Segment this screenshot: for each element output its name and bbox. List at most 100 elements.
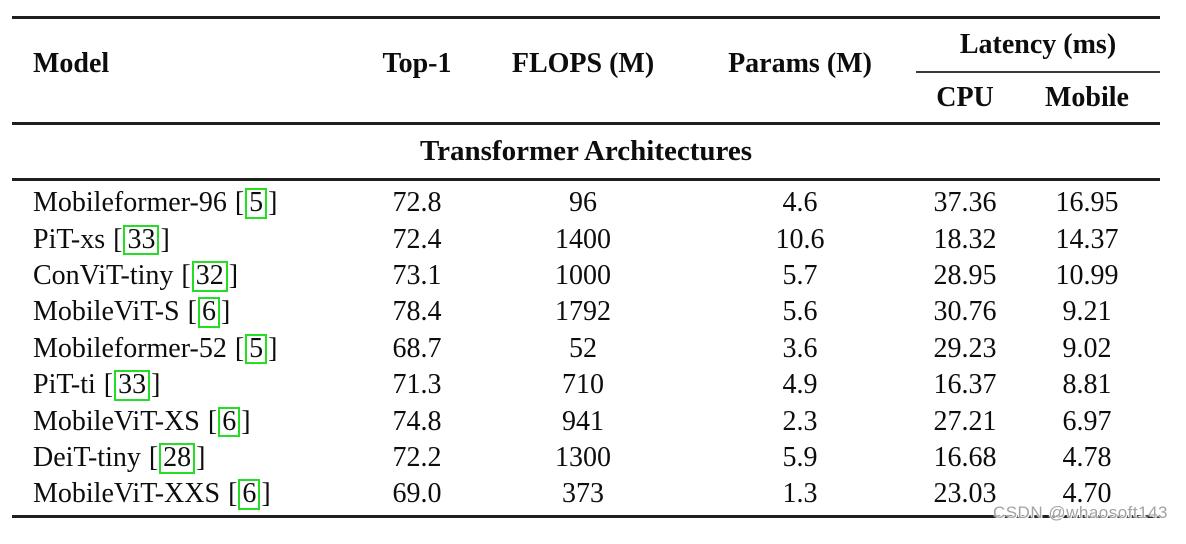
flops-value: 373 xyxy=(562,478,604,510)
mobile-latency-value: 9.02 xyxy=(1062,332,1112,364)
params-value: 3.6 xyxy=(782,332,818,364)
header-mobile: Mobile xyxy=(1045,81,1129,113)
latency-spanner-rule xyxy=(916,71,1160,73)
cpu-latency-value: 29.23 xyxy=(933,332,997,364)
table-row: MobileViT-XXS[6] 69.0 373 1.3 23.03 4.70 xyxy=(12,476,1160,512)
table-row: MobileViT-XS[6] 74.8 941 2.3 27.21 6.97 xyxy=(12,403,1160,439)
cpu-latency-value: 37.36 xyxy=(933,187,997,219)
top1-value: 72.2 xyxy=(392,441,442,473)
model-name: PiT-xs xyxy=(33,223,106,255)
bracket-open: [ xyxy=(113,223,123,255)
results-table: Model Top-1 FLOPS (M) Params (M) Latency… xyxy=(12,16,1160,518)
header-params: Params (M) xyxy=(728,48,872,79)
model-cell: ConViT-tiny[32] xyxy=(12,260,352,292)
header-top1: Top-1 xyxy=(382,48,452,79)
cpu-latency-value: 16.68 xyxy=(933,441,997,473)
bracket-close: ] xyxy=(261,478,271,510)
table-row: PiT-ti[33] 71.3 710 4.9 16.37 8.81 xyxy=(12,367,1160,403)
params-value: 5.9 xyxy=(782,441,818,473)
mobile-latency-value: 14.37 xyxy=(1055,223,1119,255)
flops-value: 1300 xyxy=(555,441,611,473)
bracket-close: ] xyxy=(160,223,170,255)
params-value: 10.6 xyxy=(775,223,825,255)
top1-value: 74.8 xyxy=(392,405,442,437)
bracket-close: ] xyxy=(228,259,239,291)
citation-link[interactable]: 6 xyxy=(197,297,220,328)
citation-link[interactable]: 33 xyxy=(114,370,151,401)
citation-link[interactable]: 33 xyxy=(123,224,160,256)
header-latency-group: Latency (ms) CPU Mobile xyxy=(916,19,1160,122)
model-name: MobileViT-S xyxy=(33,296,180,328)
header-bottom-rule xyxy=(12,122,1160,125)
bracket-close: ] xyxy=(241,405,251,437)
table-row: DeiT-tiny[28] 72.2 1300 5.9 16.68 4.78 xyxy=(12,440,1160,476)
model-name: Mobileformer-52 xyxy=(33,332,227,364)
params-value: 1.3 xyxy=(782,478,818,510)
flops-value: 96 xyxy=(569,187,597,219)
cpu-latency-value: 30.76 xyxy=(933,296,997,328)
top1-value: 71.3 xyxy=(392,369,442,401)
citation-link[interactable]: 5 xyxy=(245,333,268,365)
model-cell: MobileViT-S[6] xyxy=(12,296,352,328)
cpu-latency-value: 18.32 xyxy=(933,223,997,255)
flops-value: 52 xyxy=(569,332,597,364)
table-row: Mobileformer-96[5] 72.8 96 4.6 37.36 16.… xyxy=(12,185,1160,221)
mobile-latency-value: 16.95 xyxy=(1055,187,1119,219)
watermark-text: CSDN @whaosoft143 xyxy=(992,503,1168,522)
top1-value: 69.0 xyxy=(392,478,442,510)
model-cell: Mobileformer-52[5] xyxy=(12,333,352,365)
table-header-row: Model Top-1 FLOPS (M) Params (M) Latency… xyxy=(12,19,1160,122)
bracket-close: ] xyxy=(268,332,278,364)
model-cell: MobileViT-XS[6] xyxy=(12,406,352,438)
model-name: PiT-ti xyxy=(33,369,96,401)
flops-value: 1792 xyxy=(555,296,611,328)
citation-link[interactable]: 5 xyxy=(245,188,268,219)
citation-link[interactable]: 6 xyxy=(238,479,261,510)
model-name: MobileViT-XXS xyxy=(33,478,221,510)
model-name: MobileViT-XS xyxy=(33,405,200,437)
bracket-close: ] xyxy=(151,369,161,401)
bracket-open: [ xyxy=(148,441,159,473)
header-latency: Latency (ms) xyxy=(959,29,1117,60)
table-row: ConViT-tiny[32] 73.1 1000 5.7 28.95 10.9… xyxy=(12,258,1160,294)
table-row: PiT-xs[33] 72.4 1400 10.6 18.32 14.37 xyxy=(12,221,1160,257)
bracket-open: [ xyxy=(234,332,245,364)
bracket-close: ] xyxy=(268,187,278,219)
model-name: DeiT-tiny xyxy=(33,441,141,473)
flops-value: 710 xyxy=(562,369,604,401)
params-value: 2.3 xyxy=(782,405,818,437)
table-row: MobileViT-S[6] 78.4 1792 5.6 30.76 9.21 xyxy=(12,294,1160,330)
bracket-open: [ xyxy=(181,259,191,291)
section-bottom-rule xyxy=(12,178,1160,181)
bracket-open: [ xyxy=(228,478,238,510)
citation-link[interactable]: 6 xyxy=(218,406,241,438)
flops-value: 1000 xyxy=(555,259,611,291)
mobile-latency-value: 10.99 xyxy=(1055,259,1119,291)
section-title: Transformer Architectures xyxy=(419,135,753,167)
model-cell: PiT-xs[33] xyxy=(12,224,352,256)
cpu-latency-value: 27.21 xyxy=(933,405,997,437)
params-value: 5.7 xyxy=(782,259,818,291)
citation-link[interactable]: 32 xyxy=(191,260,228,292)
table-body: Mobileformer-96[5] 72.8 96 4.6 37.36 16.… xyxy=(12,181,1160,515)
bracket-close: ] xyxy=(220,296,231,328)
bracket-open: [ xyxy=(187,296,197,328)
flops-value: 1400 xyxy=(555,223,611,255)
bracket-open: [ xyxy=(103,369,114,401)
model-name: Mobileformer-96 xyxy=(33,187,227,219)
model-cell: DeiT-tiny[28] xyxy=(12,442,352,474)
top1-value: 72.4 xyxy=(392,223,442,255)
table-top-rule xyxy=(12,16,1160,19)
bracket-open: [ xyxy=(234,187,245,219)
top1-value: 72.8 xyxy=(392,187,442,219)
header-model: Model xyxy=(33,48,110,79)
model-cell: Mobileformer-96[5] xyxy=(12,187,352,219)
top1-value: 73.1 xyxy=(392,259,442,291)
cpu-latency-value: 16.37 xyxy=(933,369,997,401)
params-value: 4.6 xyxy=(782,187,818,219)
header-flops: FLOPS (M) xyxy=(511,48,655,79)
citation-link[interactable]: 28 xyxy=(159,442,196,474)
mobile-latency-value: 4.70 xyxy=(1062,478,1112,510)
bracket-open: [ xyxy=(207,405,218,437)
